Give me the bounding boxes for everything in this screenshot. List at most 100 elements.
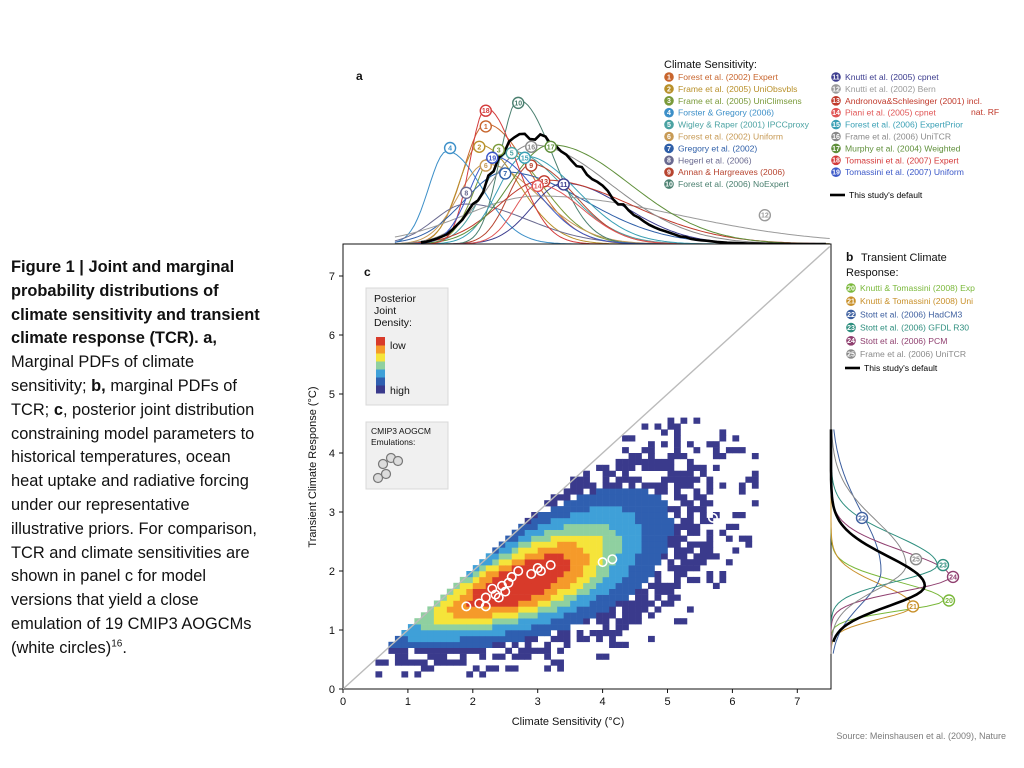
colorbar-segment (376, 369, 385, 378)
heatmap-cell (466, 588, 474, 595)
heatmap-cell (531, 517, 538, 525)
heatmap-cell (524, 624, 532, 631)
heatmap-cell (531, 523, 538, 530)
heatmap-cell (576, 565, 584, 572)
heatmap-cell (719, 429, 727, 436)
heatmap-cell (531, 541, 538, 548)
panel-c-xlabel: Climate Sensitivity (°C) (512, 716, 625, 728)
heatmap-cell (531, 600, 538, 607)
curve-badge-15 (518, 151, 531, 164)
heatmap-cell (699, 512, 707, 519)
heatmap-cell (654, 488, 662, 495)
heatmap-cell (576, 600, 584, 607)
curve-badge-label-8: 8 (464, 190, 468, 197)
heatmap-cell (654, 559, 662, 566)
emulation-legend-title: CMIP3 AOGCM Emulations: (371, 426, 431, 447)
heatmap-cell (440, 641, 448, 648)
heatmap-cell (576, 635, 584, 643)
heatmap-cell (589, 506, 597, 513)
heatmap-cell (641, 423, 649, 430)
heatmap-cell (531, 535, 538, 542)
heatmap-cell (699, 553, 707, 560)
heatmap-cell (433, 647, 441, 654)
heatmap-cell (427, 635, 435, 643)
heatmap-cell (648, 541, 655, 548)
heatmap-cell (615, 553, 623, 560)
heatmap-cell (576, 512, 584, 519)
curve-badge-3 (492, 143, 505, 157)
curve-badge-label-15: 15 (521, 155, 529, 162)
legend-badge-num-16: 16 (832, 134, 840, 141)
heatmap-cell (615, 641, 623, 648)
heatmap-cell (401, 671, 409, 678)
heatmap-cell (570, 535, 577, 542)
heatmap-cell (492, 641, 500, 648)
heatmap-cell (609, 612, 616, 619)
heatmap-cell (635, 594, 642, 601)
heatmap-cell (557, 529, 564, 536)
heatmap-cell (596, 494, 603, 501)
legend-badge-3 (664, 96, 674, 106)
aogcm-point (545, 560, 556, 571)
heatmap-cell (492, 559, 500, 566)
heatmap-cell (589, 517, 597, 525)
heatmap-cell (453, 600, 461, 607)
legend-badge-num-13: 13 (832, 98, 840, 105)
heatmap-cell (420, 624, 428, 631)
heatmap-cell (557, 565, 564, 572)
heatmap-cell (459, 588, 467, 595)
heatmap-cell (667, 529, 675, 536)
heatmap-cell (550, 624, 558, 631)
heatmap-cell (472, 647, 480, 654)
heatmap-cell (615, 594, 623, 601)
heatmap-cell (576, 559, 584, 566)
heatmap-cell (472, 618, 480, 625)
heatmap-cell (518, 582, 526, 589)
tcr-badge-label-21: 21 (909, 604, 917, 611)
heatmap-cell (628, 494, 636, 501)
heatmap-cell (622, 641, 629, 648)
heatmap-cell (394, 647, 402, 654)
heatmap-cell (667, 417, 675, 424)
heatmap-cell (544, 641, 551, 648)
heatmap-cell (511, 665, 519, 672)
heatmap-cell (440, 618, 448, 625)
heatmap-cell (557, 630, 564, 637)
heatmap-cell (661, 523, 668, 530)
heatmap-cell (615, 464, 623, 471)
heatmap-cell (537, 594, 545, 601)
heatmap-cell (667, 600, 675, 607)
heatmap-cell (602, 606, 610, 613)
heatmap-cell (576, 529, 584, 536)
heatmap-cell (628, 476, 636, 483)
legend-badge-num-14: 14 (832, 110, 840, 117)
heatmap-cell (686, 476, 694, 483)
legend-badge-num-2: 2 (667, 86, 671, 93)
panel-b-legend: 20 Knutti & Tomassini (2008) Exp 21 Knutti … (845, 283, 975, 373)
curve-badge-label-9: 9 (529, 163, 533, 170)
heatmap-cell (498, 653, 506, 660)
heatmap-cell (615, 571, 623, 578)
heatmap-cell (453, 641, 461, 648)
heatmap-cell (537, 523, 545, 530)
heatmap-cell (693, 576, 701, 584)
heatmap-cell (544, 517, 551, 525)
heatmap-cell (537, 612, 545, 619)
heatmap-cell (635, 476, 642, 483)
heatmap-cell (518, 647, 526, 654)
heatmap-cell (609, 576, 616, 584)
legend-badge-2 (664, 84, 674, 94)
legend-badge-15 (831, 119, 841, 130)
heatmap-cell (706, 541, 714, 548)
heatmap-cell (446, 624, 454, 631)
curve-badge-label-1: 1 (484, 124, 488, 131)
heatmap-cell (550, 506, 558, 513)
heatmap-cell (485, 565, 493, 572)
heatmap-cell (667, 517, 675, 525)
heatmap-cell (628, 517, 636, 525)
heatmap-cell (725, 559, 733, 566)
heatmap-cell (635, 535, 642, 542)
heatmap-cell (699, 517, 707, 525)
heatmap-cell (472, 624, 480, 631)
heatmap-cell (557, 659, 564, 666)
